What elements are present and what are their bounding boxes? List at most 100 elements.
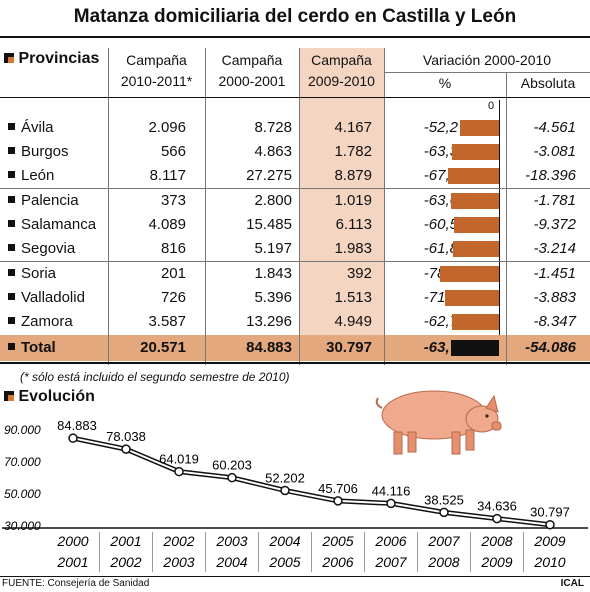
cell-2009-2010: 6.113 xyxy=(335,216,372,233)
table-row-total: Total 20.571 84.883 30.797 -63,7 -54.086 xyxy=(0,336,590,360)
column-divider xyxy=(205,48,206,365)
data-point xyxy=(492,513,502,524)
x-tick-label: 2007 xyxy=(427,533,460,549)
data-label: 44.116 xyxy=(372,483,411,498)
row-name-text: Burgos xyxy=(21,143,69,160)
cell-abs: -8.347 xyxy=(533,313,576,330)
cell-2010-2011: 3.587 xyxy=(148,313,186,330)
row-name-text: León xyxy=(21,167,55,184)
cell-2010-2011: 2.096 xyxy=(148,119,186,136)
row-name-text: Salamanca xyxy=(21,216,97,233)
column-header-line: 2009-2010 xyxy=(308,73,375,89)
x-tick-label: 2005 xyxy=(321,533,353,549)
x-tick-label: 2006 xyxy=(374,533,406,549)
table-row: Palencia 373 2.800 1.019 -63,6 -1.781 xyxy=(0,189,590,213)
cell-pct: -62,7 xyxy=(423,313,458,330)
row-name-text: Ávila xyxy=(21,119,54,136)
x-tick-label: 2003 xyxy=(215,533,247,549)
column-header-pct: % xyxy=(438,75,452,91)
bullet-icon xyxy=(8,220,15,227)
column-header-line: Campaña xyxy=(126,52,187,68)
cell-pct: -63,6 xyxy=(423,192,458,209)
cell-2000-2001: 2.800 xyxy=(254,192,292,209)
table-row: Valladolid 726 5.396 1.513 -71,9 -3.883 xyxy=(0,286,590,310)
cell-abs: -3.883 xyxy=(533,289,576,306)
group-divider xyxy=(0,188,590,189)
x-tick-label: 2005 xyxy=(268,554,300,570)
variation-divider xyxy=(384,72,590,73)
bullet-icon xyxy=(8,244,15,251)
section-marker-icon xyxy=(4,391,14,401)
data-label: 60.203 xyxy=(212,458,252,473)
cell-2000-2001: 15.485 xyxy=(246,216,292,233)
data-point xyxy=(121,444,131,454)
column-header-2010-2011: Campaña 2010-2011* xyxy=(108,50,205,92)
brand-logo: ICAL xyxy=(560,578,584,589)
cell-2009-2010: 392 xyxy=(346,265,372,282)
data-label: 78.038 xyxy=(106,429,146,444)
x-tick-label: 2008 xyxy=(427,554,459,570)
x-tick-label: 2003 xyxy=(162,554,194,570)
table-footnote: (* sólo está incluido el segundo semestr… xyxy=(20,370,290,384)
cell-2009-2010: 30.797 xyxy=(326,339,372,356)
bullet-icon xyxy=(8,343,15,350)
cell-2009-2010: 1.019 xyxy=(334,192,372,209)
table-bottom-rule xyxy=(0,362,590,364)
cell-abs: -54.086 xyxy=(525,339,576,356)
table-row: Zamora 3.587 13.296 4.949 -62,7 -8.347 xyxy=(0,310,590,334)
column-header-2000-2001: Campaña 2000-2001 xyxy=(205,50,299,92)
cell-abs: -3.081 xyxy=(533,143,576,160)
column-header-line: 2010-2011* xyxy=(120,73,193,89)
bar-zero-label: 0 xyxy=(488,100,495,112)
x-tick-label: 2002 xyxy=(162,533,194,549)
x-tick-label: 2004 xyxy=(268,533,300,549)
row-name: Zamora xyxy=(8,310,120,334)
cell-2000-2001: 4.863 xyxy=(254,143,292,160)
column-header-abs: Absoluta xyxy=(520,75,576,91)
cell-2010-2011: 4.089 xyxy=(148,216,186,233)
pct-bar xyxy=(451,193,499,209)
x-tick-label: 2002 xyxy=(109,554,141,570)
data-point xyxy=(227,472,237,483)
data-point xyxy=(439,507,449,518)
x-tick-label: 2001 xyxy=(109,533,141,549)
pct-bar xyxy=(451,144,499,160)
data-label: 34.636 xyxy=(477,499,517,514)
cell-2000-2001: 27.275 xyxy=(246,167,292,184)
source-note: FUENTE: Consejería de Sanidad xyxy=(2,578,150,589)
section-marker-icon xyxy=(4,53,14,63)
row-name-text: Zamora xyxy=(21,313,73,330)
pct-bar xyxy=(439,266,499,282)
row-name-text: Soria xyxy=(21,265,57,282)
data-point xyxy=(386,498,396,509)
column-divider xyxy=(506,72,507,365)
cell-pct: -61,8 xyxy=(423,240,458,257)
x-tick-label: 2004 xyxy=(215,554,247,570)
row-name: Palencia xyxy=(8,189,120,213)
y-tick-label: 70.000 xyxy=(4,455,41,469)
pct-bar xyxy=(452,241,499,257)
data-point xyxy=(68,433,78,443)
cell-abs: -4.561 xyxy=(533,119,576,136)
pct-bar xyxy=(459,120,499,136)
data-label: 38.525 xyxy=(424,492,464,507)
cell-pct: -63,3 xyxy=(423,143,458,160)
x-tick-label: 2001 xyxy=(56,554,88,570)
series-line xyxy=(72,437,551,526)
cell-2000-2001: 5.396 xyxy=(254,289,292,306)
section-evolucion: Evolución xyxy=(4,388,95,406)
data-label: 45.706 xyxy=(318,481,358,496)
bullet-icon xyxy=(8,171,15,178)
row-name: Valladolid xyxy=(8,286,120,310)
table-row: Segovia 816 5.197 1.983 -61,8 -3.214 xyxy=(0,237,590,261)
section-provincias-label: Provincias xyxy=(18,50,100,67)
pct-bar xyxy=(451,340,499,356)
data-label: 64.019 xyxy=(159,452,199,467)
section-evolucion-label: Evolución xyxy=(18,388,95,405)
x-tick-label: 2000 xyxy=(56,533,88,549)
cell-2010-2011: 373 xyxy=(160,192,186,209)
data-point xyxy=(174,466,184,477)
column-header-variation: Variación 2000-2010 xyxy=(422,52,552,68)
row-name: Ávila xyxy=(8,116,120,140)
section-provincias: Provincias xyxy=(4,50,99,68)
